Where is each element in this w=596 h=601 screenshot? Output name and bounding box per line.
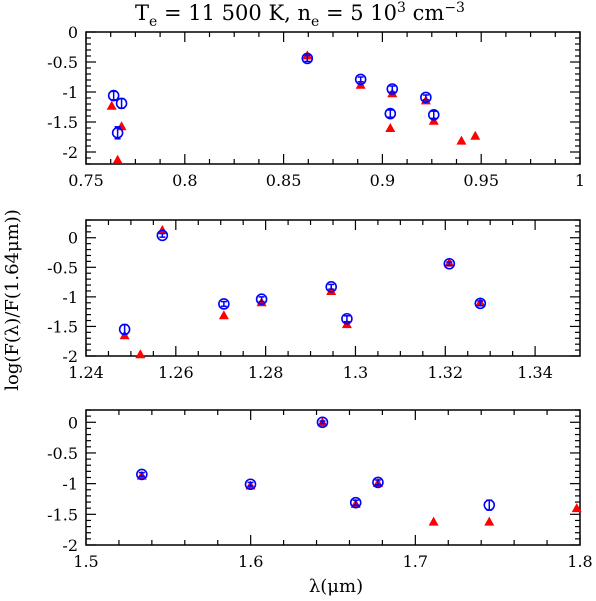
model-point xyxy=(385,123,396,132)
observed-point xyxy=(349,496,362,509)
y-tick-label: -2 xyxy=(62,536,78,555)
y-tick-label: -0.5 xyxy=(47,258,78,277)
observed-point xyxy=(301,52,314,65)
observed-point xyxy=(218,298,230,310)
observed-point xyxy=(384,107,397,120)
y-tick-label: 0 xyxy=(68,23,78,42)
model-point xyxy=(106,100,117,110)
observed-point xyxy=(372,476,384,489)
y-tick-label: 0 xyxy=(68,229,78,248)
model-point xyxy=(428,516,439,526)
observed-point xyxy=(325,281,338,293)
chart-title: Te = 11 500 K, ne = 5 103 cm−3 xyxy=(135,0,465,30)
x-tick-label: 1.24 xyxy=(68,363,104,382)
panel-3: 1.5 1.6 1.7 1.8 0 -0.5 -1 -1.5 -2 xyxy=(47,409,593,571)
x-tick-label: 0.95 xyxy=(463,171,499,190)
observed-point xyxy=(354,73,367,86)
observed-point xyxy=(420,91,432,104)
observed-point xyxy=(341,312,353,325)
observed-point xyxy=(483,499,496,511)
y-tick-label: -0.5 xyxy=(47,53,78,72)
observed-point xyxy=(427,109,440,121)
x-tick-label: 1.26 xyxy=(158,363,194,382)
y-tick-label: -1 xyxy=(62,475,78,494)
observed-point xyxy=(244,478,257,491)
plot-frame xyxy=(85,31,581,165)
plot-frame xyxy=(85,409,581,546)
model-point xyxy=(218,310,229,320)
x-tick-label: 1.6 xyxy=(238,552,263,571)
y-tick-label: 0 xyxy=(68,413,78,432)
observed-point xyxy=(316,416,329,429)
model-point xyxy=(135,349,146,359)
observed-point xyxy=(156,229,169,242)
y-tick-label: -1.5 xyxy=(47,317,78,336)
panel-1: 0.75 0.8 0.85 0.9 0.95 1 0 -0.5 -1 -1.5 -2 xyxy=(47,23,585,190)
observed-point xyxy=(115,97,128,110)
y-tick-label: -2 xyxy=(62,143,78,162)
y-tick-label: -1.5 xyxy=(47,113,78,132)
x-tick-label: 0.75 xyxy=(68,171,104,190)
y-tick-label: -0.5 xyxy=(47,444,78,463)
observed-point xyxy=(136,468,148,481)
x-tick-label: 1.34 xyxy=(517,363,553,382)
model-point xyxy=(470,130,481,140)
x-tick-label: 1.7 xyxy=(403,552,428,571)
y-tick-label: -1.5 xyxy=(47,505,78,524)
observed-point xyxy=(474,297,487,310)
y-tick-label: -1 xyxy=(62,288,78,307)
y-axis-label: log(F(λ)/F(1.64μm)) xyxy=(2,209,23,391)
x-tick-label: 1.28 xyxy=(248,363,284,382)
x-tick-label: 0.9 xyxy=(370,171,395,190)
observed-point xyxy=(255,293,268,306)
observed-point xyxy=(107,89,120,102)
x-tick-label: 0.85 xyxy=(266,171,302,190)
x-tick-label: 0.8 xyxy=(172,171,197,190)
observed-point xyxy=(118,323,131,336)
x-axis-label: λ(μm) xyxy=(309,576,363,597)
observed-point xyxy=(386,83,399,95)
model-point xyxy=(456,135,467,145)
observed-point xyxy=(443,257,456,270)
y-tick-label: -2 xyxy=(62,347,78,366)
y-tick-label: -1 xyxy=(62,83,78,102)
panel-2: 1.24 1.26 1.28 1.3 1.32 1.34 0 -0.5 -1 -1.5 -2 xyxy=(47,219,581,382)
x-tick-label: 1.8 xyxy=(567,552,592,571)
model-point xyxy=(112,154,123,164)
panels-group: 0.75 0.8 0.85 0.9 0.95 10-0.5-1-1.5-21.24 1.26… xyxy=(47,23,593,571)
observed-point xyxy=(111,127,124,139)
model-point xyxy=(484,516,495,526)
model-point xyxy=(571,503,582,513)
x-tick-label: 1.3 xyxy=(343,363,368,382)
x-tick-label: 1.32 xyxy=(427,363,463,382)
model-point xyxy=(326,285,337,295)
x-tick-label: 1 xyxy=(575,171,585,190)
x-tick-label: 1.5 xyxy=(73,552,98,571)
